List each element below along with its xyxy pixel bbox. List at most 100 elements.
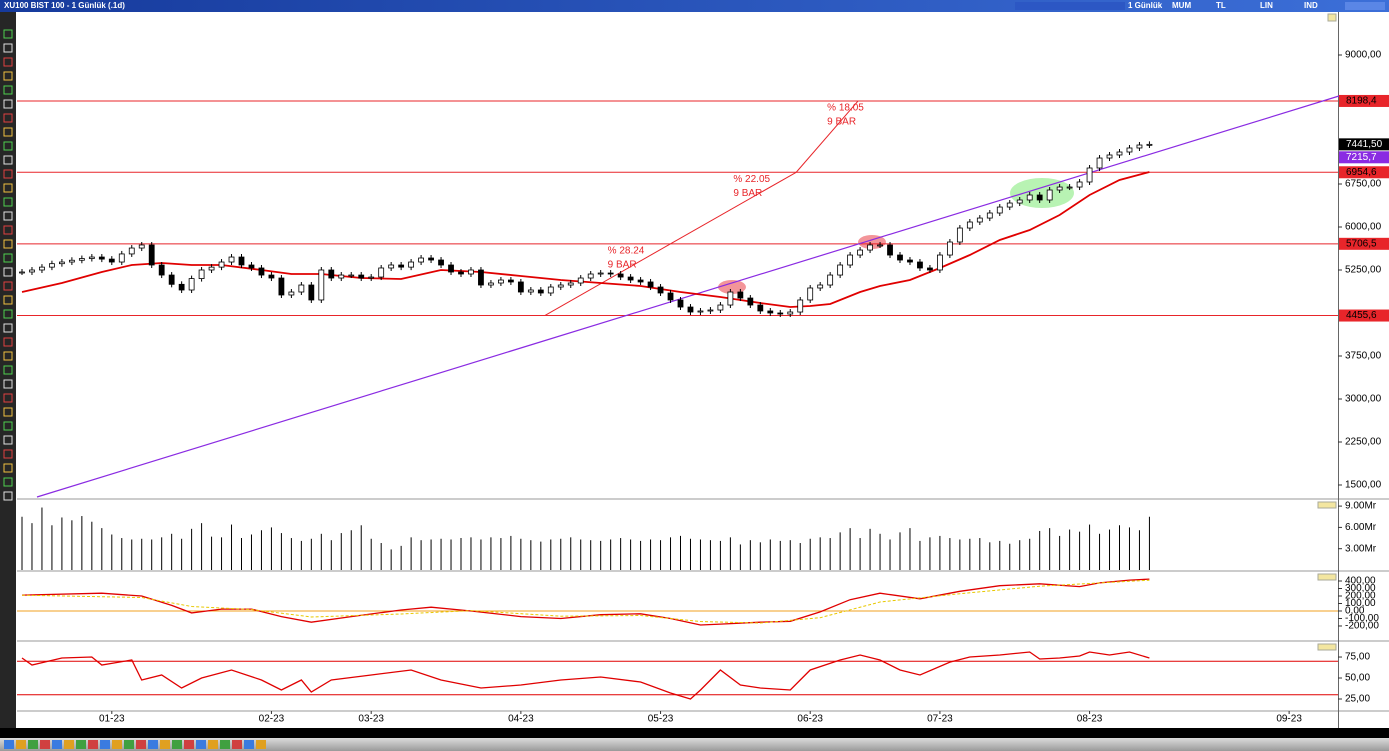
tool-icon[interactable] bbox=[3, 253, 13, 263]
last-price-bg bbox=[1339, 138, 1389, 151]
candle bbox=[98, 256, 105, 260]
tool-icon[interactable] bbox=[3, 463, 13, 473]
task-icon[interactable] bbox=[232, 740, 242, 749]
candle bbox=[587, 273, 594, 279]
projection-bars: 9 BAR bbox=[827, 117, 856, 128]
tool-icon[interactable] bbox=[3, 43, 13, 53]
tool-icon[interactable] bbox=[3, 351, 13, 361]
toolbar-item[interactable]: LIN bbox=[1260, 1, 1273, 10]
task-icon[interactable] bbox=[196, 740, 206, 749]
task-icon[interactable] bbox=[256, 740, 266, 749]
task-icon[interactable] bbox=[160, 740, 170, 749]
candle bbox=[238, 256, 245, 266]
candle bbox=[577, 277, 584, 284]
tool-icon[interactable] bbox=[3, 169, 13, 179]
candle bbox=[707, 309, 714, 312]
candle bbox=[228, 256, 235, 263]
candle bbox=[867, 244, 873, 251]
task-icon[interactable] bbox=[40, 740, 50, 749]
tool-icon[interactable] bbox=[3, 57, 13, 67]
window-title: XU100 BIST 100 - 1 Günlük (.1d) bbox=[4, 1, 125, 10]
task-icon[interactable] bbox=[148, 740, 158, 749]
candle bbox=[138, 244, 145, 249]
tool-icon[interactable] bbox=[3, 365, 13, 375]
y-tick-label: 2250,00 bbox=[1345, 437, 1382, 448]
task-icon[interactable] bbox=[28, 740, 38, 749]
tool-icon[interactable] bbox=[3, 379, 13, 389]
task-icon[interactable] bbox=[172, 740, 182, 749]
task-icon[interactable] bbox=[124, 740, 134, 749]
window-buttons[interactable] bbox=[1345, 2, 1385, 10]
candle bbox=[288, 291, 295, 296]
candle bbox=[1076, 181, 1083, 188]
task-icon[interactable] bbox=[244, 740, 254, 749]
candle bbox=[857, 249, 863, 256]
tool-icon[interactable] bbox=[3, 183, 13, 193]
tool-icon[interactable] bbox=[3, 267, 13, 277]
tool-icon[interactable] bbox=[3, 477, 13, 487]
toolbar-item[interactable]: 1 Günlük bbox=[1128, 1, 1163, 10]
tool-icon[interactable] bbox=[3, 225, 13, 235]
left-toolbar bbox=[0, 12, 16, 728]
task-icon[interactable] bbox=[208, 740, 218, 749]
candle bbox=[797, 299, 804, 313]
pane-button[interactable] bbox=[1317, 501, 1337, 509]
tool-icon[interactable] bbox=[3, 337, 13, 347]
task-icon[interactable] bbox=[76, 740, 86, 749]
x-tick-label: 06-23 bbox=[797, 714, 823, 725]
tool-icon[interactable] bbox=[3, 295, 13, 305]
tool-icon[interactable] bbox=[3, 435, 13, 445]
toolbar-item[interactable]: IND bbox=[1304, 1, 1318, 10]
candle bbox=[787, 311, 794, 315]
y-tick-label: -200,00 bbox=[1345, 621, 1379, 632]
tool-icon[interactable] bbox=[3, 85, 13, 95]
x-tick-label: 01-23 bbox=[99, 714, 125, 725]
tool-icon[interactable] bbox=[3, 309, 13, 319]
candle bbox=[1146, 143, 1153, 146]
toolbar-item[interactable]: MUM bbox=[1172, 1, 1191, 10]
tool-icon[interactable] bbox=[3, 421, 13, 431]
candle bbox=[547, 286, 554, 294]
task-icon[interactable] bbox=[220, 740, 230, 749]
tool-icon[interactable] bbox=[3, 127, 13, 137]
task-icon[interactable] bbox=[112, 740, 122, 749]
tool-icon[interactable] bbox=[3, 99, 13, 109]
tool-icon[interactable] bbox=[3, 393, 13, 403]
pane-button[interactable] bbox=[1327, 13, 1337, 22]
task-icon[interactable] bbox=[88, 740, 98, 749]
task-icon[interactable] bbox=[184, 740, 194, 749]
task-icon[interactable] bbox=[4, 740, 14, 749]
tool-icon[interactable] bbox=[3, 491, 13, 501]
tool-icon[interactable] bbox=[3, 113, 13, 123]
tool-icon[interactable] bbox=[3, 449, 13, 459]
candle bbox=[1056, 186, 1063, 191]
candle bbox=[78, 258, 85, 261]
tool-icon[interactable] bbox=[3, 407, 13, 417]
task-icon[interactable] bbox=[64, 740, 74, 749]
candle bbox=[118, 253, 125, 263]
level-label: 8198,4 bbox=[1346, 96, 1377, 107]
tool-icon[interactable] bbox=[3, 29, 13, 39]
tool-icon[interactable] bbox=[3, 141, 13, 151]
tool-icon[interactable] bbox=[3, 211, 13, 221]
task-icon[interactable] bbox=[100, 740, 110, 749]
tool-icon[interactable] bbox=[3, 71, 13, 81]
tool-icon[interactable] bbox=[3, 281, 13, 291]
tool-icon[interactable] bbox=[3, 155, 13, 165]
candle bbox=[448, 264, 454, 273]
x-tick-label: 09-23 bbox=[1276, 714, 1302, 725]
tool-icon[interactable] bbox=[3, 239, 13, 249]
toolbar-item[interactable]: TL bbox=[1216, 1, 1226, 10]
pane-button[interactable] bbox=[1317, 643, 1337, 651]
tool-icon[interactable] bbox=[3, 323, 13, 333]
pane-button[interactable] bbox=[1317, 573, 1337, 581]
candle bbox=[1026, 194, 1033, 201]
task-icon[interactable] bbox=[136, 740, 146, 749]
candle bbox=[478, 269, 484, 286]
task-icon[interactable] bbox=[16, 740, 26, 749]
candle bbox=[986, 212, 993, 219]
y-tick-label: 6750,00 bbox=[1345, 179, 1382, 190]
tool-icon[interactable] bbox=[3, 197, 13, 207]
task-icon[interactable] bbox=[52, 740, 62, 749]
candle bbox=[1016, 199, 1023, 204]
